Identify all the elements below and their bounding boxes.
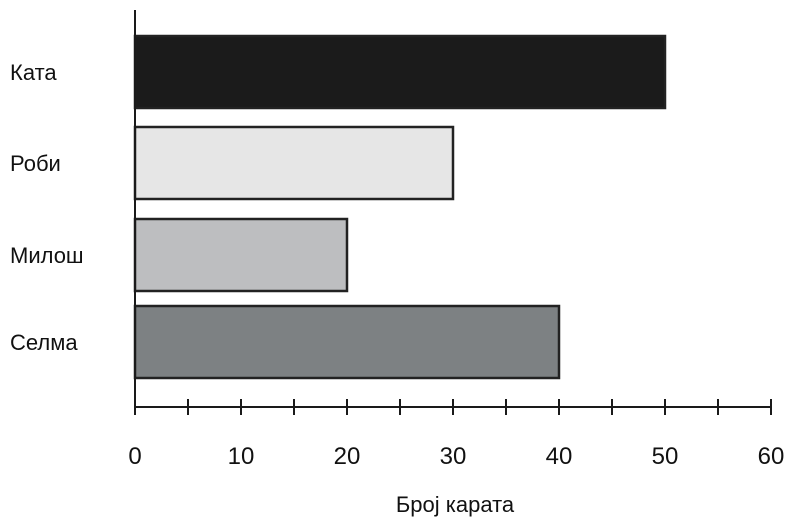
bar-0 [133, 34, 667, 110]
tick-label-20: 20 [334, 443, 361, 470]
bar-2 [133, 217, 349, 293]
bars [133, 34, 667, 380]
tick-label-40: 40 [546, 443, 573, 470]
category-label-0: Ката [10, 60, 57, 85]
tick-label-60: 60 [758, 443, 785, 470]
bar-1 [133, 125, 455, 201]
category-label-2: Милош [10, 243, 84, 268]
tick-label-30: 30 [440, 443, 467, 470]
category-label-3: Селма [10, 330, 78, 355]
x-axis-tick-labels: 0 10 20 30 40 50 60 [128, 443, 784, 470]
tick-label-0: 0 [128, 443, 141, 470]
category-label-1: Роби [10, 151, 61, 176]
x-axis-label: Броj карата [396, 492, 515, 517]
category-labels: Ката Роби Милош Селма [10, 60, 84, 355]
tick-label-10: 10 [228, 443, 255, 470]
bar-3 [133, 304, 561, 380]
x-axis-ticks [134, 399, 772, 415]
tick-label-50: 50 [652, 443, 679, 470]
